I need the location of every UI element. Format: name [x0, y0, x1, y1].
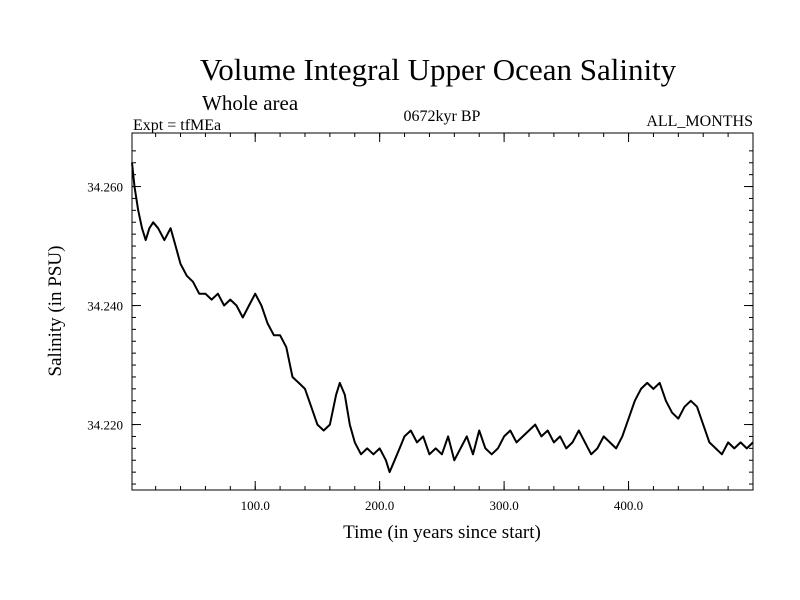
experiment-label: Expt = tfMEa	[133, 117, 221, 134]
x-tick-label: 200.0	[365, 498, 394, 513]
x-tick-label: 300.0	[489, 498, 518, 513]
salinity-series-line	[131, 162, 754, 474]
months-label: ALL_MONTHS	[646, 113, 753, 130]
x-tick-label: 100.0	[241, 498, 270, 513]
plot-area: 100.0 200.0 300.0 400.0 34.220 34.240 34.260	[87, 133, 754, 513]
y-tick-label: 34.220	[87, 418, 123, 433]
chart-subtitle: Whole area	[202, 91, 299, 115]
x-axis-title: Time (in years since start)	[343, 522, 541, 543]
period-label: 0672kyr BP	[404, 108, 481, 125]
y-tick-label: 34.240	[87, 299, 123, 314]
y-tick-label: 34.260	[87, 180, 123, 195]
x-tick-label: 400.0	[614, 498, 643, 513]
y-axis-title: Salinity (in PSU)	[45, 246, 66, 377]
plot-frame	[131, 132, 754, 491]
chart-title: Volume Integral Upper Ocean Salinity	[200, 52, 677, 87]
